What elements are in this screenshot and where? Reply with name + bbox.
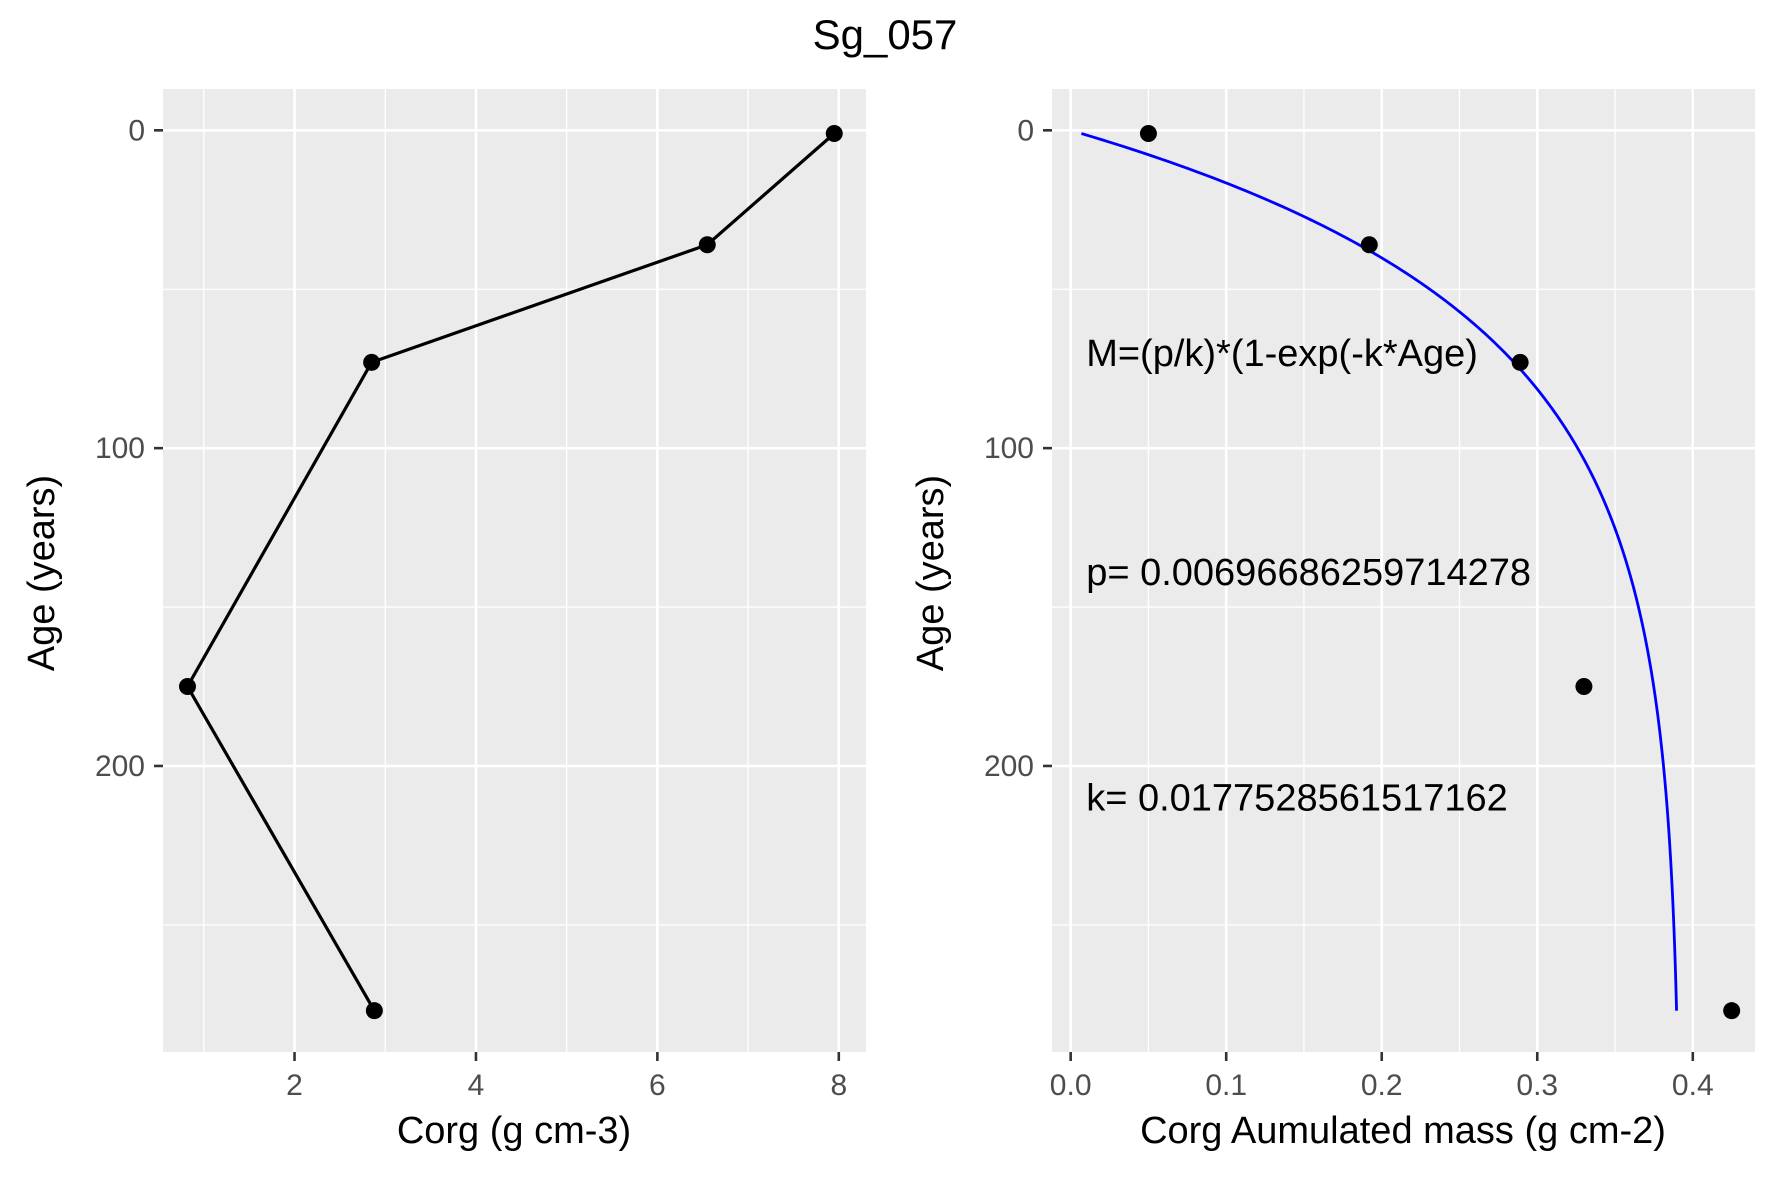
left-gridlines: [163, 89, 866, 1052]
right-annotations: M=(p/k)*(1-exp(-k*Age) p= 0.0069668625971…: [1086, 333, 1531, 820]
left-x-tick-label: 6: [649, 1069, 666, 1102]
right-y-axis-title: Age (years): [910, 475, 952, 671]
left-y-tick-label: 0: [128, 114, 145, 147]
right-axis-ticks: 0.0 0.1 0.2 0.3 0.4 0 100 200: [984, 114, 1714, 1102]
left-x-tick-label: 2: [286, 1069, 303, 1102]
right-y-tick-label: 200: [984, 750, 1034, 783]
right-data-point: [1360, 236, 1378, 254]
right-fit-curve: [1080, 132, 1678, 1011]
left-data-point: [365, 1002, 383, 1020]
right-y-tick-label: 0: [1017, 114, 1034, 147]
left-data-point: [698, 236, 716, 254]
right-annotation: M=(p/k)*(1-exp(-k*Age): [1086, 333, 1478, 375]
left-x-tick-label: 4: [468, 1069, 485, 1102]
right-data-point: [1139, 124, 1157, 142]
left-data-point: [178, 678, 196, 696]
right-data-point: [1511, 353, 1529, 371]
figure-title: Sg_057: [813, 11, 958, 58]
right-annotation: p= 0.00696686259714278: [1086, 552, 1531, 594]
left-x-axis-title: Corg (g cm-3): [397, 1110, 631, 1152]
right-panel: 0.0 0.1 0.2 0.3 0.4 0 100 200 M=(p/k)*(1-exp(-k…: [910, 89, 1755, 1152]
left-y-tick-label: 200: [95, 750, 145, 783]
left-data-point: [825, 124, 843, 142]
left-axis-ticks: 2 4 6 8 0 100 200: [95, 114, 847, 1102]
left-panel: 2 4 6 8 0 100 200 Corg (g cm-3) Age (years): [21, 89, 866, 1152]
right-x-axis-title: Corg Aumulated mass (g cm-2): [1140, 1110, 1666, 1152]
right-gridlines: [1052, 89, 1755, 1052]
left-panel-background: [163, 89, 866, 1052]
right-x-tick-label: 0.3: [1516, 1069, 1558, 1102]
right-x-tick-label: 0.0: [1050, 1069, 1092, 1102]
right-x-tick-label: 0.1: [1205, 1069, 1247, 1102]
left-y-tick-label: 100: [95, 432, 145, 465]
left-y-axis-title: Age (years): [21, 475, 63, 671]
right-y-tick-label: 100: [984, 432, 1034, 465]
left-data-point: [363, 353, 381, 371]
right-data-point: [1575, 678, 1593, 696]
right-data-marks: [1080, 124, 1741, 1020]
right-panel-background: [1052, 89, 1755, 1052]
left-data-marks: [178, 124, 843, 1020]
right-x-tick-label: 0.4: [1672, 1069, 1714, 1102]
right-annotation: k= 0.0177528561517162: [1086, 778, 1508, 820]
left-x-tick-label: 8: [830, 1069, 847, 1102]
right-data-point: [1723, 1002, 1741, 1020]
right-x-tick-label: 0.2: [1361, 1069, 1403, 1102]
